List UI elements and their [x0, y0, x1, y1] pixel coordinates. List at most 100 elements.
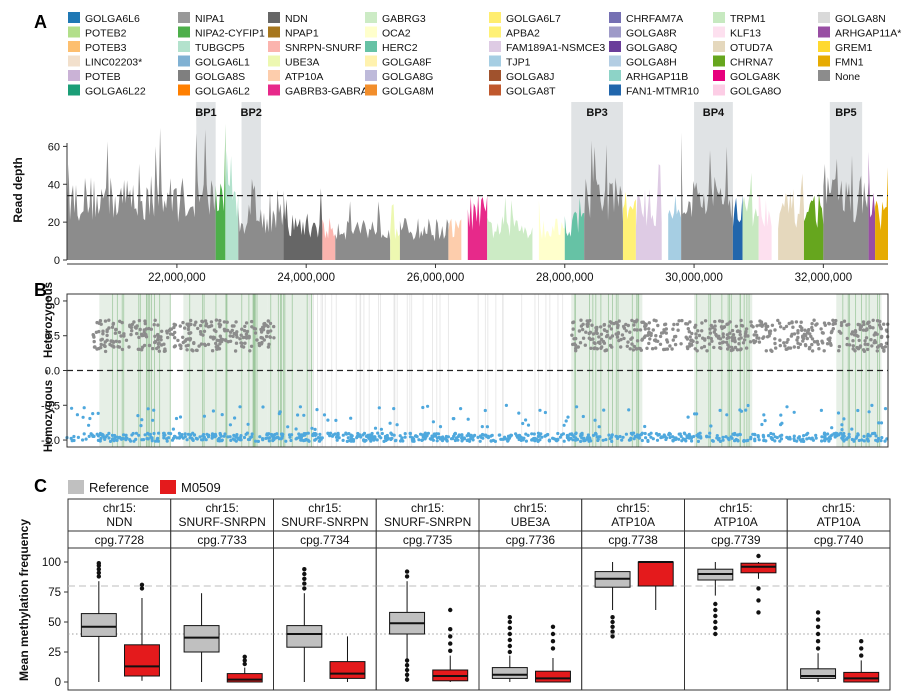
data-point: [738, 433, 742, 437]
y-axis-title: Read depth: [11, 157, 25, 222]
data-point: [601, 438, 605, 442]
data-point: [177, 436, 181, 440]
data-point: [822, 349, 826, 353]
legend-label: FAM189A1-NSMCE3: [506, 42, 605, 54]
data-point: [841, 437, 845, 441]
data-point: [854, 436, 858, 440]
data-point: [239, 341, 243, 345]
data-point: [651, 437, 655, 441]
data-point: [576, 345, 580, 349]
data-point: [682, 431, 687, 435]
data-point: [819, 327, 823, 331]
data-point: [858, 326, 863, 330]
data-point: [861, 320, 866, 324]
legend-swatch: [609, 55, 621, 67]
legend-swatch: [489, 26, 501, 38]
data-point: [883, 439, 887, 443]
outlier-point: [756, 610, 761, 615]
data-point: [815, 322, 819, 326]
data-point: [877, 421, 881, 425]
legend-label: GOLGA8R: [626, 28, 677, 40]
data-point: [605, 329, 609, 334]
data-point: [651, 328, 655, 332]
data-point: [608, 336, 612, 340]
data-point: [544, 434, 548, 438]
outlier-point: [139, 586, 145, 591]
data-point: [630, 318, 634, 323]
data-point: [120, 347, 125, 352]
data-point: [862, 439, 866, 443]
data-point: [731, 333, 736, 337]
data-point: [646, 439, 650, 443]
methylation-legend: Reference M0509: [68, 480, 221, 495]
data-point: [695, 349, 699, 353]
data-point: [825, 342, 830, 346]
outlier-point: [507, 615, 513, 620]
depth-segment: [225, 150, 239, 260]
data-point: [70, 406, 74, 410]
data-point: [731, 348, 735, 352]
data-point: [471, 438, 475, 442]
depth-segment: [584, 140, 623, 260]
legend-label: GREM1: [835, 42, 873, 54]
data-point: [861, 328, 866, 332]
data-point: [615, 321, 619, 326]
data-point: [140, 345, 145, 349]
data-point: [101, 329, 105, 333]
legend-label: GOLGA8J: [506, 71, 554, 83]
data-point: [875, 349, 879, 353]
legend-swatch: [178, 12, 190, 23]
data-point: [735, 348, 740, 352]
data-point: [117, 340, 122, 344]
data-point: [186, 327, 191, 332]
data-point: [421, 435, 425, 439]
data-point: [173, 330, 177, 335]
data-point: [672, 322, 676, 327]
data-point: [180, 433, 184, 437]
data-point: [579, 434, 583, 438]
data-point: [742, 438, 746, 443]
facet-panel: [478, 547, 583, 691]
depth-segment: [538, 200, 565, 260]
data-point: [255, 338, 259, 342]
facet-gene: SNURF-SNRPN: [281, 515, 368, 529]
data-point: [736, 438, 740, 442]
outlier-point: [404, 574, 410, 579]
data-point: [577, 329, 582, 333]
data-point: [218, 318, 222, 323]
data-point: [232, 433, 236, 437]
data-point: [570, 432, 574, 436]
data-point: [822, 432, 827, 436]
data-point: [616, 436, 620, 440]
x-tick-label: 26,000,000: [407, 272, 465, 284]
data-point: [536, 439, 540, 443]
data-point: [624, 432, 629, 436]
outlier-point: [713, 613, 718, 619]
depth-segment: [564, 197, 585, 260]
outlier-point: [96, 570, 102, 575]
data-point: [767, 334, 771, 338]
data-point: [730, 335, 734, 340]
data-point: [588, 437, 592, 441]
data-point: [264, 334, 269, 339]
data-point: [478, 434, 483, 438]
data-point: [700, 321, 704, 325]
data-point: [115, 435, 119, 439]
legend-swatch: [178, 70, 190, 81]
data-point: [574, 432, 578, 436]
data-point: [393, 439, 397, 443]
data-point: [856, 334, 860, 338]
data-point: [749, 437, 753, 441]
data-point: [809, 334, 813, 339]
data-point: [602, 408, 606, 412]
data-point: [696, 329, 700, 333]
data-point: [344, 431, 348, 435]
data-point: [861, 348, 866, 352]
data-point: [643, 424, 647, 429]
legend-label: NDN: [285, 13, 308, 25]
data-point: [655, 438, 660, 442]
data-point: [539, 432, 543, 436]
data-point: [335, 434, 339, 439]
data-point: [537, 434, 541, 438]
data-point: [738, 332, 742, 337]
